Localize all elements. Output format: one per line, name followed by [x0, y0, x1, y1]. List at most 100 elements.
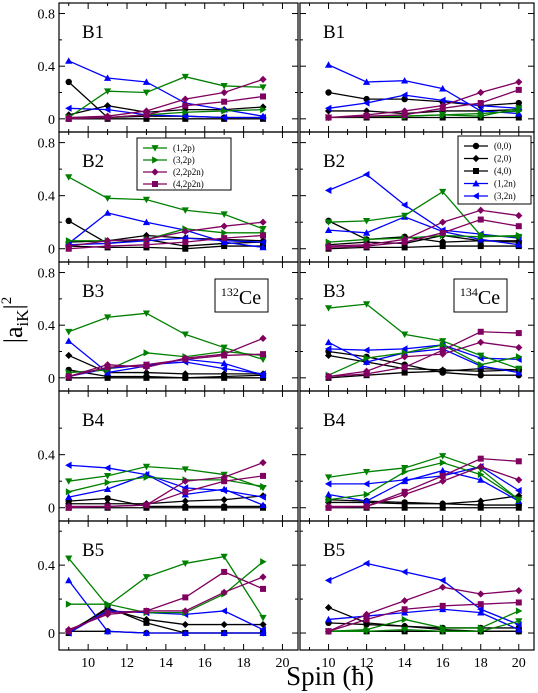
series-line	[68, 176, 264, 230]
x-tick-label: 14	[398, 656, 412, 671]
series-line	[328, 218, 519, 249]
legend-entry: (1,2p)	[173, 143, 195, 153]
data-point	[181, 73, 189, 81]
data-point	[259, 103, 267, 111]
data-point	[65, 351, 73, 360]
data-point	[65, 488, 73, 496]
data-point	[259, 626, 266, 634]
y-tick-label: 0	[48, 113, 55, 128]
series-(1,2n)	[324, 61, 523, 117]
data-point	[515, 365, 523, 373]
x-tick-label: 16	[436, 656, 450, 671]
data-point	[103, 195, 112, 202]
data-point	[363, 626, 371, 634]
data-point	[401, 239, 408, 246]
data-point	[439, 624, 447, 632]
panel-b2-132ce: 0 0.4 0.8 B2	[38, 131, 299, 263]
data-point	[259, 243, 267, 251]
series-line	[328, 620, 519, 632]
data-point	[142, 368, 151, 377]
data-point	[477, 235, 485, 243]
legend-entry: (0,0)	[494, 141, 511, 151]
data-point	[515, 330, 522, 337]
panel-b1-134ce: B1	[299, 2, 535, 133]
series-line	[328, 190, 519, 238]
panel-b5-132ce: 0 0.4 10 12 14 16 18 20 B5	[38, 520, 299, 671]
series-line	[328, 331, 519, 378]
panel-b2-134ce: B2	[299, 131, 535, 263]
panel-label: B5	[323, 540, 345, 561]
legend-entry: (4,2p2n)	[173, 179, 204, 189]
data-point	[260, 351, 267, 358]
data-point	[259, 75, 267, 83]
series-(4,0)	[325, 243, 522, 252]
data-point	[515, 618, 523, 625]
data-point	[515, 107, 523, 115]
series-(2,2p2n)	[65, 75, 267, 122]
legend-entry: (4,0)	[494, 166, 511, 176]
series-(4,2p2n)	[65, 472, 267, 511]
data-point	[65, 337, 73, 344]
data-point	[143, 502, 150, 509]
data-point	[362, 107, 371, 115]
data-point	[477, 463, 485, 471]
data-point	[477, 372, 484, 379]
series-line	[328, 601, 519, 632]
data-point	[104, 609, 111, 616]
x-tick-label: 12	[120, 656, 134, 671]
data-point	[325, 373, 332, 380]
series-line	[328, 586, 519, 632]
data-point	[439, 84, 447, 92]
data-point	[401, 331, 409, 338]
data-point	[221, 374, 228, 381]
panel-frame	[58, 520, 299, 651]
series-(0,0)	[65, 628, 267, 637]
data-point	[103, 627, 112, 635]
data-point	[142, 196, 151, 204]
data-point	[401, 476, 408, 484]
series-line	[328, 455, 520, 501]
data-point	[362, 480, 370, 488]
legend-marker	[152, 156, 159, 164]
data-point	[65, 628, 72, 635]
series-line	[68, 81, 264, 119]
data-point	[220, 588, 228, 596]
x-tick-label: 10	[81, 656, 95, 671]
data-point	[182, 374, 189, 381]
x-tick-label: 12	[360, 656, 374, 671]
data-point	[259, 370, 266, 378]
data-point	[363, 490, 371, 499]
series-line	[68, 580, 264, 634]
data-point	[65, 576, 73, 584]
data-point	[515, 353, 523, 361]
data-point	[401, 369, 408, 376]
data-point	[439, 229, 446, 236]
data-point	[439, 96, 446, 105]
data-point	[65, 237, 73, 245]
data-point	[515, 599, 522, 606]
series-line	[68, 353, 264, 378]
data-point	[439, 583, 447, 591]
data-point	[363, 243, 370, 250]
series-line	[68, 495, 264, 505]
data-point	[104, 374, 111, 381]
legend-marker	[151, 145, 159, 152]
data-point	[324, 480, 332, 488]
legend-marker	[151, 168, 159, 176]
data-point	[181, 497, 189, 505]
data-point	[220, 211, 228, 218]
data-point	[220, 113, 228, 122]
nucleus-label-box	[214, 278, 269, 313]
series-(1,2n)	[65, 576, 267, 636]
data-point	[103, 88, 112, 95]
data-point	[181, 629, 189, 636]
series-line	[328, 562, 520, 626]
y-tick-label: 0.8	[38, 8, 56, 23]
data-point	[65, 245, 72, 252]
data-point	[515, 458, 522, 465]
data-point	[477, 88, 485, 97]
series-line	[328, 469, 520, 502]
data-point	[363, 616, 370, 623]
data-point	[439, 105, 446, 112]
data-point	[143, 115, 150, 122]
